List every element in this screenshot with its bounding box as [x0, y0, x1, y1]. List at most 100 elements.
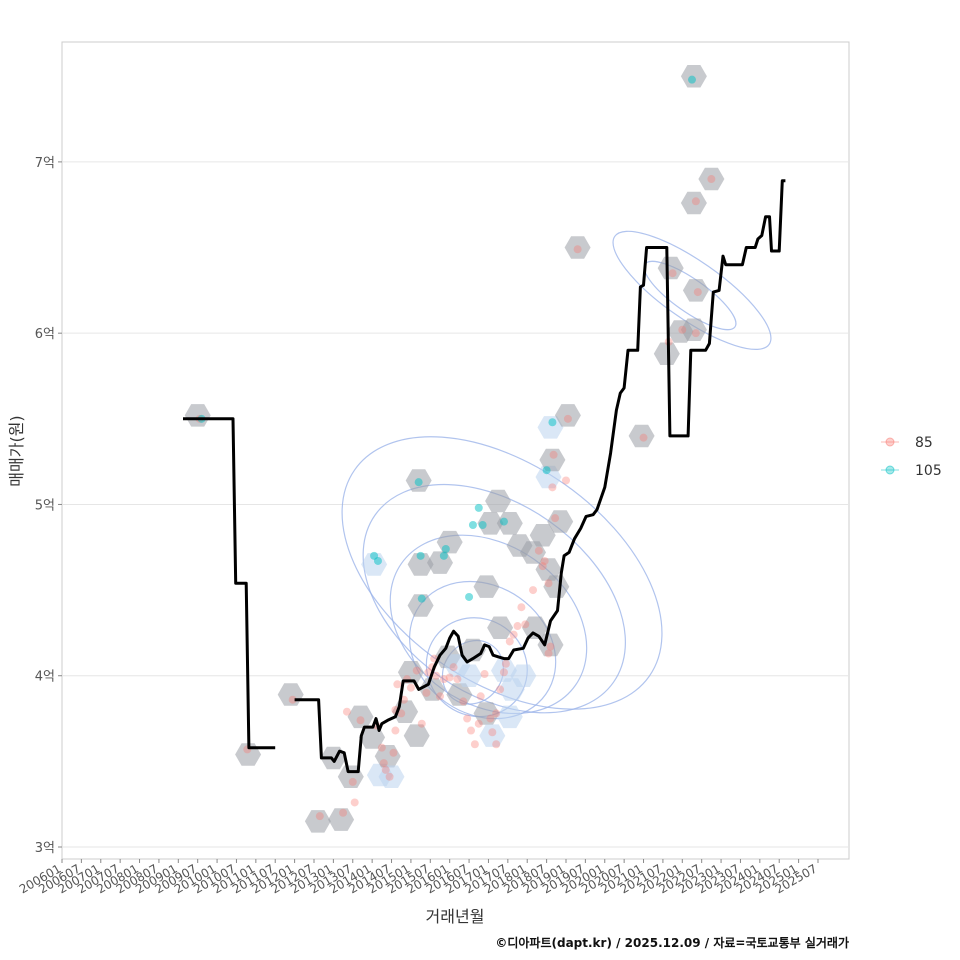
point-85	[439, 675, 448, 684]
legend-label-85: 85	[915, 435, 933, 451]
point-85	[406, 683, 415, 692]
point-85	[549, 450, 558, 459]
price-line-segment	[183, 417, 276, 750]
point-85	[534, 546, 543, 555]
point-85	[693, 288, 702, 297]
point-105	[468, 521, 477, 530]
point-85	[470, 740, 479, 749]
x-axis: 2006012006072007012007072008012008072009…	[17, 859, 819, 897]
hexbin	[403, 724, 430, 747]
hexbin	[682, 279, 709, 302]
hexbin	[510, 664, 537, 687]
hexbin	[473, 702, 500, 725]
hexbin	[698, 167, 725, 191]
hexbin	[496, 705, 523, 729]
point-85	[488, 728, 497, 737]
hexbin	[473, 575, 500, 598]
x-axis-title: 거래년월	[426, 907, 485, 926]
y-tick-label: 6억	[35, 327, 55, 342]
point-85	[288, 695, 297, 704]
point-85	[573, 245, 582, 254]
point-85	[397, 709, 406, 718]
point-85	[449, 663, 458, 672]
hexbin	[419, 678, 446, 701]
legend: 85 105	[881, 435, 942, 479]
hexbin	[554, 404, 581, 427]
point-85	[496, 685, 505, 694]
point-105	[416, 551, 425, 560]
hexbin	[487, 616, 514, 639]
hexbin	[680, 318, 707, 341]
point-85	[563, 414, 572, 423]
hexbin	[628, 424, 655, 448]
hexbin	[535, 558, 562, 581]
hexbin	[446, 683, 473, 706]
point-85	[385, 772, 394, 781]
point-85	[435, 692, 444, 701]
point-85	[544, 649, 553, 658]
hexbin	[537, 416, 564, 439]
point-85	[499, 668, 508, 677]
hexbin	[535, 465, 562, 489]
point-85	[391, 726, 400, 735]
hexbin	[522, 616, 548, 639]
point-105	[474, 503, 483, 512]
point-105	[439, 551, 448, 560]
hexbin	[477, 512, 504, 535]
point-85	[381, 765, 390, 774]
point-85	[509, 630, 518, 639]
hexbin	[378, 765, 405, 788]
legend-key-point-85	[885, 437, 895, 447]
point-85	[342, 707, 351, 716]
point-85	[521, 620, 530, 629]
point-85	[492, 740, 501, 749]
point-85	[678, 325, 687, 334]
y-tick-label: 4억	[35, 670, 55, 685]
point-85	[422, 688, 431, 697]
hexbin	[539, 448, 566, 472]
point-85	[707, 175, 716, 184]
point-85	[474, 719, 483, 728]
point-85	[315, 812, 324, 821]
density-contour	[612, 230, 772, 351]
point-85	[513, 622, 522, 631]
y-tick-label: 5억	[35, 498, 55, 513]
point-105	[414, 478, 423, 487]
y-axis-title: 매매가(원)	[7, 415, 26, 486]
hexbin	[653, 342, 680, 365]
point-85	[467, 726, 476, 735]
point-85	[538, 562, 547, 571]
point-85	[389, 748, 398, 757]
point-85	[561, 476, 570, 485]
hexbin	[537, 633, 564, 657]
hexbin	[564, 236, 591, 259]
hexbin	[397, 661, 424, 684]
point-85	[551, 514, 560, 523]
hexbin-layer	[184, 65, 725, 833]
hexbin	[485, 489, 512, 513]
hexbin	[374, 745, 401, 768]
point-85	[486, 714, 495, 723]
hexbin	[304, 810, 331, 833]
point-85	[453, 675, 462, 684]
hexbin	[407, 553, 434, 576]
point-85	[548, 483, 557, 492]
point-85	[412, 666, 421, 675]
point-85	[356, 716, 365, 725]
point-85	[480, 670, 489, 679]
point-85	[463, 714, 472, 723]
hexbin	[680, 191, 707, 215]
point-85	[379, 759, 388, 768]
hexbin	[491, 659, 517, 682]
point-85	[459, 697, 468, 706]
point-105	[465, 592, 474, 601]
point-85	[350, 798, 359, 807]
point-105	[499, 517, 508, 526]
point-105	[373, 556, 382, 565]
price-line-segment	[294, 179, 786, 774]
point-85	[393, 680, 402, 689]
point-85	[501, 659, 510, 668]
price-line	[183, 179, 786, 774]
point-85	[492, 709, 501, 718]
